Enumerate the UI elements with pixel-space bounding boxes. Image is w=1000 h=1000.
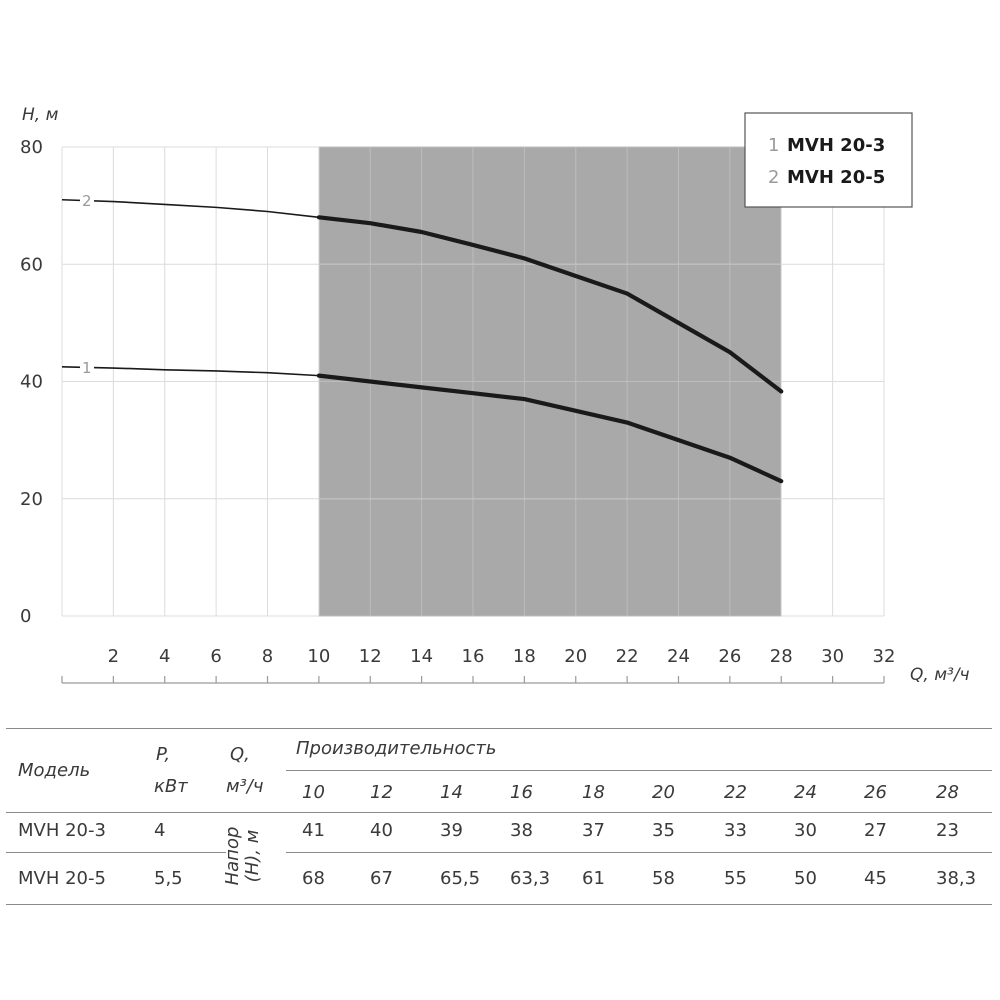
x-tick-label-24: 24 xyxy=(667,646,690,667)
row-power-1: 4 xyxy=(154,820,166,841)
x-tick-label-2: 2 xyxy=(108,646,119,667)
row-value-2-12: 67 xyxy=(370,868,393,889)
row-value-1-12: 40 xyxy=(370,820,393,841)
x-tick-label-22: 22 xyxy=(616,646,639,667)
x-tick-label-6: 6 xyxy=(210,646,221,667)
group-header: Производительность xyxy=(296,738,497,759)
y-tick-label-0: 0 xyxy=(20,606,31,627)
head-label-2: (H), м xyxy=(242,829,263,883)
x-tick-label-18: 18 xyxy=(513,646,536,667)
col-flow-header-1: Q, xyxy=(230,744,250,765)
row-value-1-14: 39 xyxy=(440,820,463,841)
x-tick-label-12: 12 xyxy=(359,646,382,667)
row-value-1-10: 41 xyxy=(302,820,325,841)
x-tick-label-20: 20 xyxy=(564,646,587,667)
y-tick-label-20: 20 xyxy=(20,489,43,510)
row-value-2-22: 55 xyxy=(724,868,747,889)
x-tick-label-4: 4 xyxy=(159,646,170,667)
col-power-header-2: кВт xyxy=(154,776,188,797)
curve-thin-2 xyxy=(61,198,319,219)
x-tick-label-8: 8 xyxy=(262,646,273,667)
flow-header-10: 10 xyxy=(302,782,325,803)
table-subheader-line xyxy=(286,770,992,771)
col-power-header-1: P, xyxy=(156,744,171,765)
table-row-line-2 xyxy=(286,852,992,853)
x-tick-label-28: 28 xyxy=(770,646,793,667)
y-axis-label: H, м xyxy=(22,105,59,125)
curve-label-2: 2 xyxy=(82,192,92,210)
row-value-1-18: 37 xyxy=(582,820,605,841)
flow-header-28: 28 xyxy=(936,782,959,803)
flow-header-12: 12 xyxy=(370,782,393,803)
legend-num-1: 1 xyxy=(768,135,779,156)
table-header-line xyxy=(6,812,992,813)
y-tick-label-40: 40 xyxy=(20,372,43,393)
flow-header-24: 24 xyxy=(794,782,817,803)
row-value-1-22: 33 xyxy=(724,820,747,841)
flow-header-20: 20 xyxy=(652,782,675,803)
row-model-1: MVH 20-3 xyxy=(18,820,106,841)
x-tick-label-32: 32 xyxy=(873,646,896,667)
x-tick-label-10: 10 xyxy=(307,646,330,667)
legend-name-2: MVH 20-5 xyxy=(787,167,885,188)
col-flow-header-2: м³/ч xyxy=(226,776,264,797)
row-value-2-28: 38,3 xyxy=(936,868,977,889)
flow-header-16: 16 xyxy=(510,782,533,803)
curve-thick-2 xyxy=(316,215,784,394)
table-bottom-line xyxy=(6,904,992,905)
x-tick-label-14: 14 xyxy=(410,646,433,667)
flow-header-18: 18 xyxy=(582,782,605,803)
legend: 1 MVH 20-3 2 MVH 20-5 xyxy=(744,112,913,208)
row-power-2: 5,5 xyxy=(154,868,183,889)
row-value-1-20: 35 xyxy=(652,820,675,841)
grid xyxy=(61,146,885,617)
flow-header-26: 26 xyxy=(864,782,887,803)
legend-num-2: 2 xyxy=(768,167,779,188)
col-model-header: Модель xyxy=(18,760,91,781)
row-value-2-14: 65,5 xyxy=(440,868,481,889)
table-top-line xyxy=(6,728,992,729)
flow-header-22: 22 xyxy=(724,782,747,803)
curve-label-bg-1 xyxy=(80,356,94,375)
x-tick-label-16: 16 xyxy=(462,646,485,667)
x-tick-label-30: 30 xyxy=(821,646,844,667)
head-label-1: Напор xyxy=(222,826,243,886)
row-value-1-28: 23 xyxy=(936,820,959,841)
y-tick-label-60: 60 xyxy=(20,254,43,275)
curve-thin-1 xyxy=(61,366,319,377)
row-value-1-26: 27 xyxy=(864,820,887,841)
curve-label-1: 1 xyxy=(82,359,92,377)
row-value-2-24: 50 xyxy=(794,868,817,889)
y-tick-label-80: 80 xyxy=(20,137,43,158)
table-row-line xyxy=(6,852,226,853)
row-value-2-26: 45 xyxy=(864,868,887,889)
x-tick-label-26: 26 xyxy=(718,646,741,667)
curve-label-bg-2 xyxy=(80,189,94,208)
legend-name-1: MVH 20-3 xyxy=(787,135,885,156)
row-value-2-10: 68 xyxy=(302,868,325,889)
curve-thick-1 xyxy=(316,373,784,484)
row-value-2-20: 58 xyxy=(652,868,675,889)
row-value-2-18: 61 xyxy=(582,868,605,889)
performance-table: Модель P, кВт Q, м³/ч Производительность… xyxy=(6,728,992,906)
row-value-1-16: 38 xyxy=(510,820,533,841)
flow-header-14: 14 xyxy=(440,782,463,803)
row-value-2-16: 63,3 xyxy=(510,868,551,889)
legend-box xyxy=(744,112,913,208)
row-model-2: MVH 20-5 xyxy=(18,868,106,889)
row-value-1-24: 30 xyxy=(794,820,817,841)
curves: 12 xyxy=(61,189,784,484)
x-axis-label: Q, м³/ч xyxy=(910,665,970,685)
